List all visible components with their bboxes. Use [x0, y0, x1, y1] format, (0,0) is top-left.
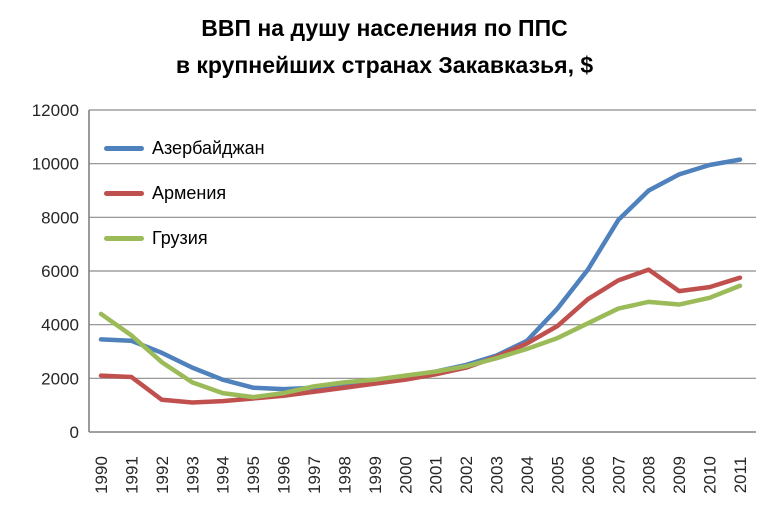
x-tick-label-2005: 2005	[548, 456, 567, 494]
chart-title: ВВП на душу населения по ППС в крупнейши…	[0, 10, 769, 84]
x-tick-label-1996: 1996	[275, 456, 294, 494]
x-tick-label-2004: 2004	[518, 456, 537, 494]
y-tick-label-0: 0	[70, 423, 79, 442]
x-tick-label-1997: 1997	[305, 456, 324, 494]
x-tick-label-1991: 1991	[122, 456, 141, 494]
x-tick-label-2007: 2007	[609, 456, 628, 494]
x-tick-label-2002: 2002	[457, 456, 476, 494]
x-tick-label-1999: 1999	[366, 456, 385, 494]
x-tick-label-1990: 1990	[92, 456, 111, 494]
legend-swatch-armenia	[104, 190, 144, 197]
x-tick-label-1998: 1998	[335, 456, 354, 494]
x-tick-label-2009: 2009	[670, 456, 689, 494]
x-tick-label-1995: 1995	[244, 456, 263, 494]
y-tick-label-4000: 4000	[41, 316, 79, 335]
x-tick-label-2010: 2010	[701, 456, 720, 494]
legend-swatch-georgia	[104, 235, 144, 242]
x-tick-label-1993: 1993	[183, 456, 202, 494]
x-tick-label-1992: 1992	[153, 456, 172, 494]
legend-swatch-azerbaijan	[104, 145, 144, 152]
y-tick-label-10000: 10000	[32, 155, 79, 174]
x-tick-label-2000: 2000	[396, 456, 415, 494]
x-tick-label-2003: 2003	[488, 456, 507, 494]
x-tick-label-2008: 2008	[640, 456, 659, 494]
legend-item-armenia: Армения	[104, 171, 265, 216]
legend: Азербайджан Армения Грузия	[104, 126, 265, 261]
x-tick-label-1994: 1994	[214, 456, 233, 494]
legend-label-georgia: Грузия	[152, 228, 208, 248]
x-tick-label-2006: 2006	[579, 456, 598, 494]
y-tick-label-8000: 8000	[41, 208, 79, 227]
chart-title-line-2: в крупнейших странах Закавказья, $	[175, 52, 594, 78]
y-tick-label-2000: 2000	[41, 369, 79, 388]
legend-label-azerbaijan: Азербайджан	[152, 138, 265, 158]
legend-label-armenia: Армения	[152, 183, 227, 203]
x-tick-label-2011: 2011	[731, 457, 750, 494]
series-line-2	[98, 283, 743, 400]
x-tick-label-2001: 2001	[427, 456, 446, 494]
legend-item-georgia: Грузия	[104, 216, 265, 261]
y-tick-label-12000: 12000	[32, 101, 79, 120]
chart-title-line-1: ВВП на душу населения по ППС	[201, 15, 568, 41]
series-line-1	[98, 267, 743, 405]
legend-item-azerbaijan: Азербайджан	[104, 126, 265, 171]
y-tick-label-6000: 6000	[41, 262, 79, 281]
